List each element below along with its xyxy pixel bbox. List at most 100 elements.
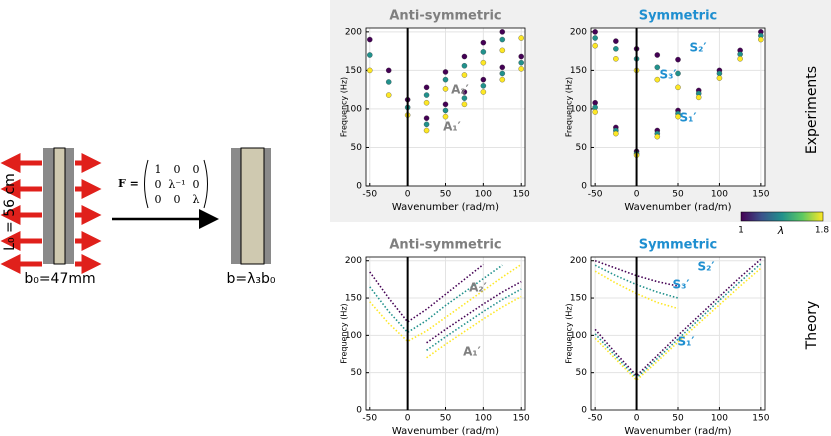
point [716, 75, 723, 81]
y-tick-label: 50 [576, 143, 588, 153]
mode-label: S₂′ [689, 41, 706, 55]
x-tick-label: 0 [405, 414, 411, 424]
line [426, 288, 522, 351]
width-label: b₀=47mm [24, 271, 95, 287]
point [499, 70, 506, 77]
mode-label: S₂′ [697, 260, 714, 274]
x-tick-label: 150 [752, 414, 769, 424]
y-axis-label: Frequency (Hz) [565, 77, 574, 137]
point [461, 95, 468, 101]
y-tick-label: 200 [345, 27, 362, 37]
point [385, 79, 392, 85]
length-label: L₀ = 56 cm [2, 173, 18, 251]
chart-title: Symmetric [639, 9, 718, 24]
point [423, 115, 430, 121]
point [613, 56, 619, 62]
point [737, 56, 743, 62]
axes-frame [365, 27, 526, 187]
point [499, 47, 506, 54]
chart: -50 0 50 100 150050100150200SymmetricWavenum… [565, 9, 770, 214]
point [518, 53, 524, 60]
point [695, 94, 702, 101]
y-tick-label: 0 [581, 406, 587, 416]
y-tick-label: 100 [570, 331, 587, 341]
x-tick-label: 0 [634, 414, 640, 424]
point [499, 36, 506, 43]
line [594, 259, 679, 287]
strip-core [53, 147, 66, 265]
colorbar-label: λ [777, 224, 785, 237]
point [423, 92, 430, 98]
point [480, 59, 487, 66]
axes-frame [590, 256, 766, 411]
point [675, 84, 681, 91]
matrix-entry: 0 [193, 163, 200, 176]
matrix-entry: 0 [193, 178, 200, 191]
data-layer [369, 263, 522, 359]
point [480, 49, 487, 55]
point [461, 89, 468, 95]
colorbar-min: 1 [738, 226, 744, 236]
mode-label: S₃′ [672, 278, 689, 292]
matrix-entry: 0 [174, 163, 181, 176]
row-label: Experiments [804, 66, 820, 154]
mode-label: S₁′ [677, 335, 694, 349]
axes-frame [365, 256, 526, 411]
x-tick-label: 0 [634, 190, 640, 200]
point [592, 109, 598, 115]
point [385, 67, 392, 74]
point [758, 36, 764, 43]
x-tick-label: 100 [711, 190, 728, 200]
point [592, 100, 598, 106]
x-axis-label: Wavenumber (rad/m) [392, 426, 499, 436]
strip-core [240, 147, 265, 265]
point [654, 133, 661, 140]
point [518, 59, 524, 66]
y-tick-label: 0 [356, 406, 362, 416]
point [423, 100, 430, 106]
mode-label: A₁′ [463, 345, 481, 359]
x-tick-label: 50 [672, 414, 684, 424]
point [461, 72, 468, 78]
x-tick-label: 50 [440, 190, 452, 200]
point [442, 86, 449, 92]
point [592, 42, 598, 49]
chart-title: Symmetric [639, 238, 718, 253]
point [499, 29, 506, 35]
point [592, 104, 598, 111]
matrix-name: F = [118, 177, 139, 190]
chart-title: Anti-symmetric [389, 238, 501, 253]
x-tick-label: 0 [405, 190, 411, 200]
point [442, 69, 449, 75]
point [518, 66, 524, 72]
point [442, 107, 449, 114]
line [369, 263, 484, 324]
point [592, 35, 598, 41]
y-tick-label: 150 [345, 294, 362, 304]
point [442, 101, 449, 108]
y-tick-label: 0 [581, 182, 587, 192]
point [737, 51, 743, 57]
x-tick-label: -50 [588, 190, 603, 200]
y-axis-label: Frequency (Hz) [340, 303, 349, 363]
y-tick-label: 100 [345, 331, 362, 341]
point [367, 67, 373, 74]
point [461, 53, 468, 60]
point [442, 113, 449, 120]
x-tick-label: 100 [475, 414, 492, 424]
x-tick-label: 50 [440, 414, 452, 424]
point [461, 63, 468, 69]
point [716, 70, 723, 77]
chart: -50 0 50 100 150050100150200Anti-symmetricWa… [340, 9, 531, 214]
x-tick-label: -50 [362, 190, 377, 200]
y-tick-label: 100 [570, 104, 587, 114]
line [594, 267, 762, 382]
line [594, 258, 762, 377]
point [423, 121, 430, 128]
point [499, 76, 506, 83]
line [426, 280, 522, 344]
x-tick-label: 50 [672, 190, 684, 200]
x-tick-label: -50 [362, 414, 377, 424]
chart: -50 0 50 100 150050100150200SymmetricWavenum… [565, 238, 770, 436]
